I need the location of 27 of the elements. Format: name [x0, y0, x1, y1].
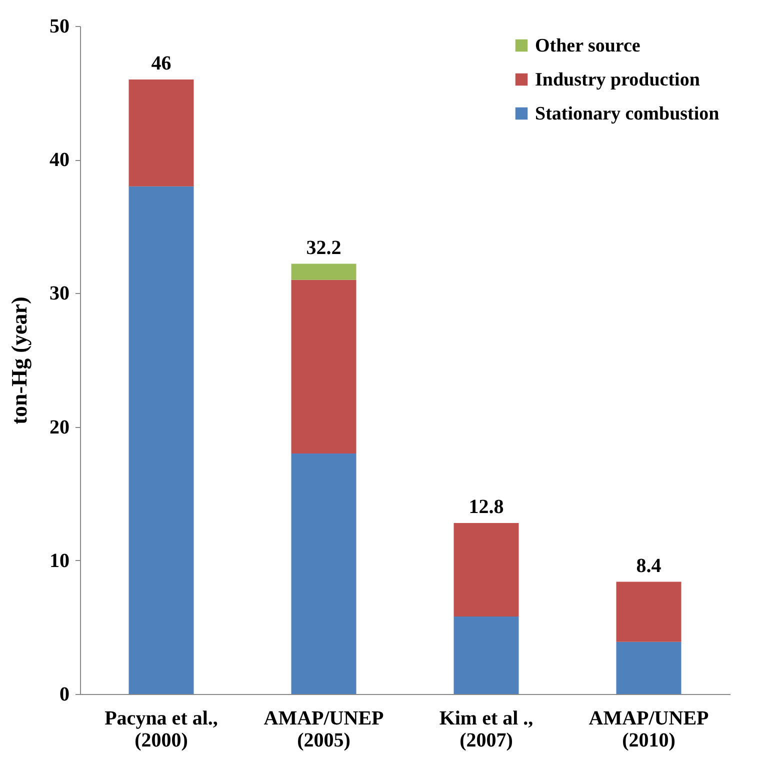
y-tick-label: 0	[60, 684, 70, 706]
total-label: 8.4	[636, 554, 662, 577]
bar	[616, 642, 682, 694]
y-tick-label: 40	[50, 149, 70, 172]
bar	[291, 454, 356, 694]
bar	[454, 616, 519, 694]
bar	[128, 186, 194, 694]
legend-label: Other source	[535, 36, 640, 56]
x-tick-label: AMAP/UNEP (2010)	[588, 708, 709, 752]
bar	[616, 582, 682, 642]
y-tick-label: 10	[50, 550, 70, 572]
y-tick-label: 20	[50, 416, 70, 438]
legend-label: Industry production	[535, 70, 700, 90]
total-label: 12.8	[468, 496, 504, 518]
x-tick-label: AMAP/UNEP (2005)	[264, 708, 384, 752]
legend-label: Stationary combustion	[535, 104, 720, 124]
bar	[454, 522, 519, 617]
bar	[128, 79, 194, 186]
bar	[291, 280, 356, 454]
total-label: 32.2	[306, 236, 342, 259]
total-label: 46	[151, 52, 172, 74]
y-axis-title: ton-Hg (year)	[6, 296, 32, 424]
y-tick-label: 30	[50, 282, 70, 305]
bar	[291, 264, 356, 280]
x-tick-label: Kim et al ., (2007)	[439, 708, 534, 752]
x-tick-label: Pacyna et al., (2000)	[104, 708, 218, 752]
y-tick-label: 50	[50, 16, 70, 38]
